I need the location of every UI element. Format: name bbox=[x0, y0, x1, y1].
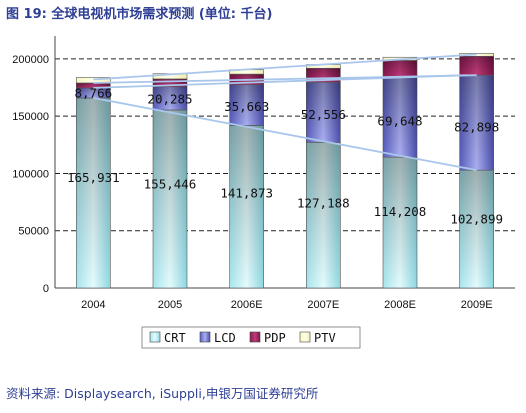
crt-data-label: 102,899 bbox=[450, 212, 503, 227]
gridlines bbox=[55, 58, 515, 232]
lcd-data-label: 20,285 bbox=[147, 91, 192, 106]
bar-shade bbox=[153, 78, 187, 87]
crt-data-label: 114,208 bbox=[374, 204, 427, 219]
x-tick-label: 2006E bbox=[231, 299, 263, 311]
bar-shade bbox=[459, 170, 494, 288]
stacked-bar-chart: 0 50000 100000 150000 200000 2004 2005 2006E 200… bbox=[12, 36, 515, 349]
lcd-data-label: 8,766 bbox=[75, 85, 113, 100]
y-tick-label: 150000 bbox=[12, 111, 49, 123]
trend-line-total bbox=[93, 53, 477, 81]
y-tick-label: 100000 bbox=[12, 168, 49, 180]
x-tick-label: 2004 bbox=[81, 299, 105, 311]
crt-data-label: 165,931 bbox=[67, 170, 120, 185]
bar-shade bbox=[383, 77, 417, 158]
bars bbox=[76, 53, 494, 289]
legend-swatch-crt bbox=[149, 331, 161, 343]
axes: 0 50000 100000 150000 200000 2004 2005 2006E 200… bbox=[12, 36, 515, 311]
bar-shade bbox=[229, 125, 264, 288]
legend-label-pdp: PDP bbox=[264, 331, 286, 345]
chart-title: 图 19: 全球电视机市场需求预测 (单位: 千台) bbox=[6, 7, 273, 22]
lcd-data-label: 69,648 bbox=[377, 113, 422, 128]
y-tick-label: 200000 bbox=[12, 54, 49, 66]
legend: CRT LCD PDP PTV bbox=[141, 326, 361, 349]
bar-shade bbox=[229, 84, 264, 126]
lcd-data-label: 82,898 bbox=[454, 119, 499, 134]
bar-shade bbox=[76, 82, 111, 88]
y-tick-label: 50000 bbox=[18, 226, 49, 238]
legend-label-ptv: PTV bbox=[314, 331, 336, 345]
trend-line-crt bbox=[93, 97, 477, 172]
bar-shade bbox=[153, 86, 187, 110]
bar-shade bbox=[76, 97, 111, 288]
legend-label-crt: CRT bbox=[164, 331, 186, 345]
legend-swatch-pdp bbox=[249, 331, 261, 343]
legend-swatch-lcd bbox=[199, 331, 211, 343]
x-tick-label: 2005 bbox=[158, 299, 182, 311]
trend-line-lcd bbox=[93, 74, 467, 89]
lcd-data-label: 52,556 bbox=[301, 107, 346, 122]
bar-shade bbox=[459, 56, 494, 76]
y-tick-label: 0 bbox=[43, 283, 49, 295]
bar-shade bbox=[306, 82, 341, 143]
bar-shade bbox=[383, 157, 417, 288]
data-labels: 165,931 8,766 155,446 20,285 141,873 35,663 12… bbox=[67, 85, 503, 226]
legend-label-lcd: LCD bbox=[214, 331, 236, 345]
bar-shade bbox=[459, 75, 494, 171]
x-tick-label: 2007E bbox=[307, 299, 339, 311]
bar-shade bbox=[383, 60, 417, 78]
x-tick-label: 2009E bbox=[461, 299, 493, 311]
lcd-data-label: 35,663 bbox=[224, 99, 269, 114]
source-note: 资料来源: Displaysearch, iSuppli,申银万国证券研究所 bbox=[6, 386, 319, 401]
crt-data-label: 141,873 bbox=[220, 186, 273, 201]
bar-shade bbox=[306, 142, 341, 288]
bar-shade bbox=[153, 109, 187, 289]
legend-swatch-ptv bbox=[299, 331, 311, 343]
x-tick-label: 2008E bbox=[384, 299, 416, 311]
trend-lines bbox=[93, 53, 477, 172]
crt-data-label: 127,188 bbox=[297, 196, 350, 211]
crt-data-label: 155,446 bbox=[144, 177, 197, 192]
bar-shade bbox=[76, 87, 111, 98]
